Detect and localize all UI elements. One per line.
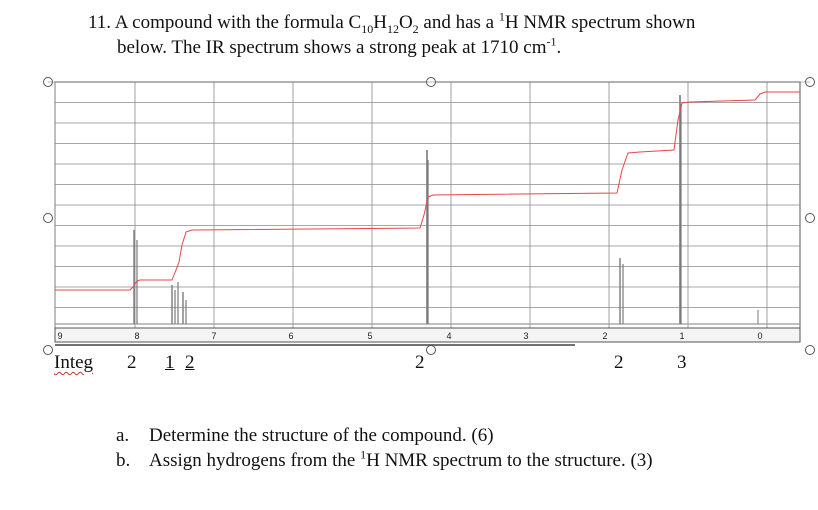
integration-label: Integ [54,352,94,373]
question-line-2: below. The IR spectrum shows a strong pe… [117,34,562,58]
part-a: a. Determine the structure of the compoun… [116,425,494,446]
question-text: 11. A compound with the formula C10H12O2… [88,10,808,60]
spectrum-grid [54,81,801,346]
ppm-axis: 9 8 7 6 5 4 3 2 1 0 [57,331,762,341]
ppm-tick-label: 8 [134,331,139,341]
ppm-tick-label: 9 [57,331,62,341]
resize-handle[interactable] [426,345,436,355]
ppm-tick-label: 3 [523,331,528,341]
integration-value: 3 [677,352,687,373]
ppm-tick-label: 6 [288,331,293,341]
integration-value: 2 [614,352,624,373]
image-selection-handles[interactable] [43,77,815,355]
integration-value: 2 [127,352,137,373]
ppm-axis-band [54,327,801,343]
ppm-tick-label: 2 [602,331,607,341]
ppm-tick-label: 5 [367,331,372,341]
integration-value: 1 [165,352,175,373]
ppm-tick-label: 4 [446,331,451,341]
resize-handle[interactable] [805,345,815,355]
question-line-1: 11. A compound with the formula C10H12O2… [88,9,696,36]
ppm-tick-label: 0 [757,331,762,341]
integration-value: 2 [415,352,425,373]
resize-handle[interactable] [43,345,53,355]
ppm-tick-label: 1 [679,331,684,341]
resize-handle[interactable] [805,213,815,223]
question-number: 11. [88,12,112,33]
resize-handle[interactable] [43,213,53,223]
integration-curve [55,91,800,291]
part-b: b. Assign hydrogens from the 1H NMR spect… [116,447,653,471]
spectrum-peaks [133,95,759,324]
integration-value: 2 [185,352,195,373]
ppm-tick-label: 7 [211,331,216,341]
